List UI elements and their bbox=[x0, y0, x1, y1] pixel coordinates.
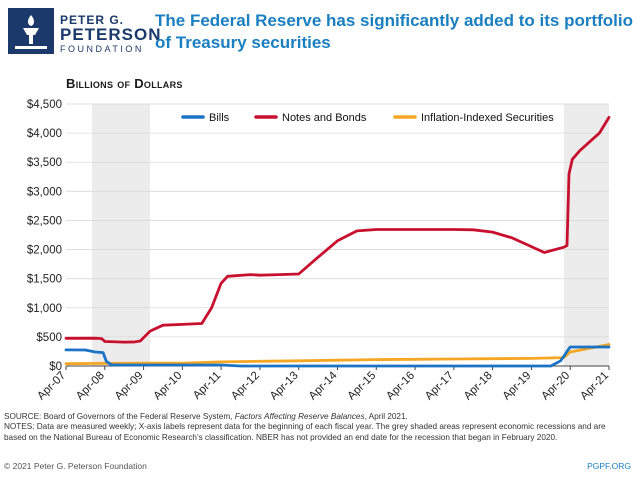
x-tick-label: Apr-21 bbox=[578, 370, 611, 403]
y-tick-label: $3,500 bbox=[27, 157, 62, 169]
x-tick-label: Apr-15 bbox=[346, 370, 379, 403]
torch-logo-icon bbox=[8, 8, 54, 54]
series-line-inflation-indexed-securities bbox=[64, 343, 611, 366]
site-link[interactable]: PGPF.ORG bbox=[587, 461, 631, 471]
x-tick-label: Apr-12 bbox=[229, 370, 262, 403]
x-tick-label: Apr-09 bbox=[113, 370, 146, 403]
recession-band-1 bbox=[91, 104, 151, 366]
x-tick-label: Apr-10 bbox=[152, 370, 185, 403]
logo-text-line3: FOUNDATION bbox=[60, 44, 144, 54]
source-suffix: , April 2021. bbox=[364, 412, 408, 421]
y-tick-label: $1,500 bbox=[27, 274, 62, 286]
x-tick-label: Apr-13 bbox=[268, 370, 301, 403]
source-title: Factors Affecting Reserve Balances bbox=[234, 412, 365, 421]
logo-text-line2: PETERSON bbox=[60, 25, 162, 44]
source-prefix: SOURCE: Board of Governors of the Federa… bbox=[4, 412, 235, 421]
y-tick-label: $4,000 bbox=[27, 128, 62, 140]
y-tick-label: $2,500 bbox=[27, 215, 62, 227]
y-tick-label: $2,000 bbox=[27, 245, 62, 257]
series-line-bills bbox=[64, 345, 611, 368]
x-tick-label: Apr-17 bbox=[423, 370, 456, 403]
x-tick-label: Apr-16 bbox=[384, 370, 417, 403]
y-tick-label: $4,500 bbox=[27, 99, 62, 111]
legend-label: Notes and Bonds bbox=[282, 112, 367, 124]
x-tick-label: Apr-11 bbox=[191, 370, 223, 402]
unit-label: Billions of Dollars bbox=[66, 76, 183, 91]
chart-area: $0 $500 $1,000 $1,500 $2,000 $2,500 $3,000 $3,5… bbox=[27, 99, 611, 403]
y-tick-label: $3,000 bbox=[27, 186, 62, 198]
chart-title: The Federal Reserve has significantly ad… bbox=[155, 11, 633, 52]
logo-text-line1: PETER G. bbox=[60, 13, 125, 27]
x-tick-label: Apr-20 bbox=[539, 370, 572, 403]
foundation-logo: PETER G. PETERSON FOUNDATION bbox=[8, 8, 161, 60]
y-tick-label: $1,000 bbox=[27, 303, 62, 315]
source-line: SOURCE: Board of Governors of the Federa… bbox=[4, 412, 629, 422]
copyright: © 2021 Peter G. Peterson Foundation bbox=[4, 461, 147, 471]
x-tick-label: Apr-14 bbox=[307, 369, 340, 402]
y-tick-label: $500 bbox=[36, 332, 62, 344]
notes-block: SOURCE: Board of Governors of the Federa… bbox=[4, 412, 629, 443]
recession-band-2 bbox=[563, 104, 609, 366]
x-tick-label: Apr-18 bbox=[462, 370, 495, 403]
x-tick-label: Apr-08 bbox=[74, 370, 107, 403]
y-tick-label: $0 bbox=[49, 361, 62, 373]
notes-text: NOTES: Data are measured weekly; X-axis … bbox=[4, 422, 606, 442]
x-tick-label: Apr-07 bbox=[35, 370, 68, 403]
series-line-notes-and-bonds bbox=[64, 116, 611, 344]
x-tick-label: Apr-19 bbox=[501, 370, 534, 403]
legend-label: Inflation-Indexed Securities bbox=[421, 112, 554, 124]
legend-label: Bills bbox=[209, 112, 230, 124]
